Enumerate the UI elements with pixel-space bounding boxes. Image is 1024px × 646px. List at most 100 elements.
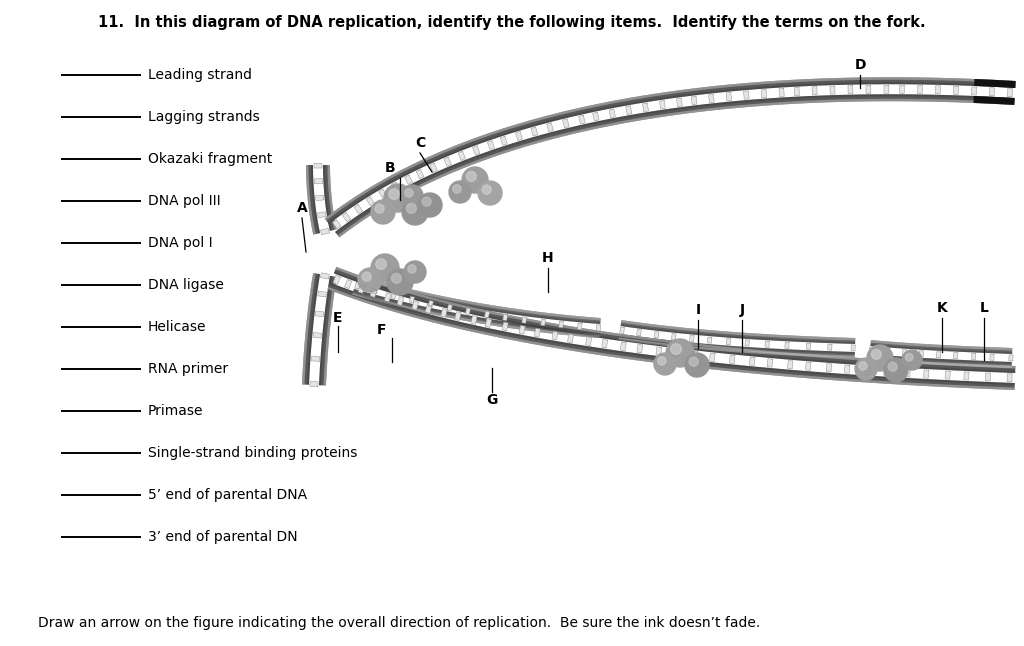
Polygon shape (357, 275, 601, 320)
Circle shape (358, 268, 382, 292)
Polygon shape (370, 288, 377, 297)
Polygon shape (726, 92, 731, 101)
Text: B: B (385, 161, 395, 175)
Circle shape (666, 339, 694, 367)
Text: A: A (297, 201, 307, 215)
Polygon shape (902, 349, 906, 356)
Polygon shape (319, 276, 332, 385)
Circle shape (671, 344, 681, 355)
Polygon shape (905, 369, 910, 377)
Circle shape (654, 353, 676, 375)
Circle shape (422, 197, 431, 206)
Circle shape (888, 362, 897, 371)
Polygon shape (869, 354, 1012, 364)
Polygon shape (567, 334, 573, 343)
Polygon shape (989, 88, 994, 96)
Polygon shape (353, 289, 600, 334)
Polygon shape (519, 326, 525, 334)
Text: DNA pol I: DNA pol I (148, 236, 213, 250)
Polygon shape (354, 282, 360, 289)
Text: 3’ end of parental DN: 3’ end of parental DN (148, 530, 298, 544)
Polygon shape (412, 301, 419, 310)
Circle shape (449, 181, 471, 203)
Polygon shape (503, 314, 508, 320)
Polygon shape (953, 353, 957, 359)
Polygon shape (918, 85, 923, 94)
Polygon shape (552, 331, 558, 340)
Polygon shape (330, 283, 1015, 385)
Text: L: L (980, 301, 988, 315)
Circle shape (404, 189, 413, 197)
Circle shape (418, 193, 442, 217)
Polygon shape (937, 351, 941, 358)
Polygon shape (806, 343, 811, 349)
Circle shape (407, 203, 417, 213)
Polygon shape (367, 196, 375, 206)
Polygon shape (428, 300, 433, 307)
Polygon shape (344, 280, 352, 289)
Circle shape (376, 259, 386, 269)
Polygon shape (321, 228, 330, 234)
Polygon shape (673, 349, 679, 357)
Polygon shape (865, 366, 870, 375)
Polygon shape (586, 337, 592, 346)
Polygon shape (338, 99, 1015, 238)
Polygon shape (430, 163, 437, 172)
Polygon shape (325, 78, 1016, 224)
Polygon shape (870, 340, 1013, 351)
Polygon shape (869, 354, 1012, 368)
Polygon shape (323, 165, 337, 231)
Polygon shape (547, 123, 553, 132)
Circle shape (466, 171, 476, 182)
Text: J: J (739, 303, 744, 317)
Polygon shape (302, 273, 315, 384)
Polygon shape (637, 329, 641, 336)
Polygon shape (945, 371, 950, 379)
Polygon shape (391, 182, 399, 191)
Polygon shape (972, 353, 976, 360)
Polygon shape (562, 119, 569, 128)
Circle shape (478, 181, 502, 205)
Polygon shape (609, 109, 615, 118)
Text: Single-strand binding proteins: Single-strand binding proteins (148, 446, 357, 460)
Polygon shape (691, 96, 697, 105)
Polygon shape (314, 163, 322, 168)
Polygon shape (743, 91, 749, 99)
Polygon shape (325, 78, 1016, 220)
Text: Draw an arrow on the figure indicating the overall direction of replication.  Be: Draw an arrow on the figure indicating t… (38, 616, 760, 630)
Polygon shape (515, 132, 522, 141)
Polygon shape (710, 353, 715, 362)
Polygon shape (1009, 355, 1013, 361)
Text: I: I (695, 303, 700, 317)
Polygon shape (659, 100, 666, 109)
Polygon shape (593, 112, 599, 121)
Polygon shape (333, 275, 340, 284)
Text: DNA pol III: DNA pol III (148, 194, 220, 208)
Polygon shape (443, 157, 452, 166)
Text: Leading strand: Leading strand (148, 68, 252, 82)
Polygon shape (334, 271, 1015, 373)
Polygon shape (404, 175, 413, 184)
Polygon shape (311, 356, 319, 361)
Polygon shape (656, 347, 662, 355)
Polygon shape (352, 292, 599, 338)
Polygon shape (313, 333, 322, 338)
Polygon shape (328, 283, 1015, 390)
Circle shape (402, 199, 428, 225)
Circle shape (408, 265, 416, 273)
Polygon shape (654, 331, 659, 338)
Polygon shape (384, 293, 391, 302)
Polygon shape (787, 360, 793, 369)
Polygon shape (522, 317, 526, 323)
Text: Primase: Primase (148, 404, 204, 418)
Circle shape (867, 345, 893, 371)
Circle shape (371, 254, 399, 282)
Polygon shape (324, 276, 337, 386)
Circle shape (462, 167, 488, 193)
Polygon shape (356, 275, 601, 324)
Text: K: K (937, 301, 947, 315)
Polygon shape (826, 364, 831, 372)
Text: DNA ligase: DNA ligase (148, 278, 224, 292)
Polygon shape (620, 334, 855, 354)
Polygon shape (626, 106, 632, 114)
